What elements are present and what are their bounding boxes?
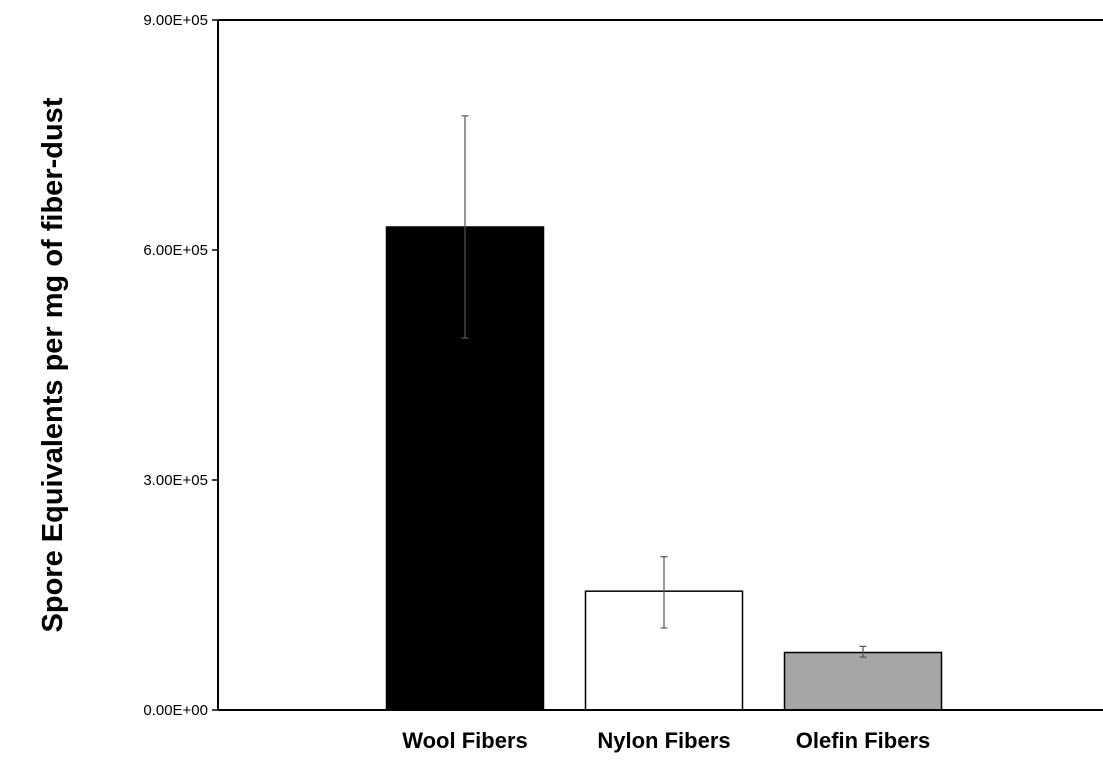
y-axis-title: Spore Equivalents per mg of fiber-dust	[37, 97, 69, 632]
error-bars-layer	[461, 115, 867, 658]
x-tick-label: Nylon Fibers	[597, 728, 730, 753]
y-tick-label: 3.00E+05	[143, 472, 208, 489]
x-tick-label: Olefin Fibers	[796, 728, 930, 753]
axes-layer	[217, 19, 1103, 711]
error-bar-olefin-fibers	[859, 645, 867, 658]
y-tick-label: 9.00E+05	[143, 12, 208, 29]
x-category-labels: Wool Fibers Nylon Fibers Olefin Fibers	[402, 728, 930, 753]
bar-olefin-fibers	[783, 651, 943, 711]
y-tick-label: 6.00E+05	[143, 242, 208, 259]
error-bar-nylon-fibers	[660, 556, 668, 629]
error-bar-wool-fibers	[461, 115, 469, 339]
y-tick-label: 0.00E+00	[143, 702, 208, 719]
bars-layer	[385, 226, 943, 711]
x-tick-label: Wool Fibers	[402, 728, 528, 753]
y-ticks-layer: 0.00E+00 3.00E+05 6.00E+05 9.00E+05	[143, 12, 218, 719]
